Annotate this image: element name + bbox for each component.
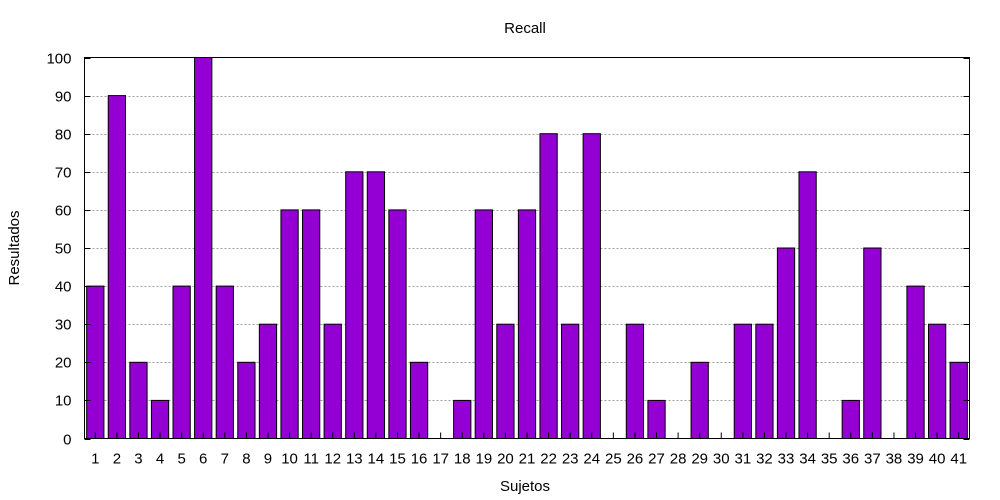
x-tick-label: 23: [562, 451, 579, 468]
bar-40: [927, 323, 947, 440]
bar-34: [798, 171, 817, 440]
bar-33: [776, 247, 796, 439]
x-tick-label: 10: [281, 451, 298, 468]
x-tick-label: 9: [264, 451, 272, 468]
grid-lines: [84, 96, 970, 401]
bar-5: [172, 285, 191, 439]
x-tick-label: 2: [113, 451, 121, 468]
bars: [86, 57, 968, 440]
y-tick-label: 70: [55, 165, 72, 182]
bar-21: [517, 209, 537, 439]
x-tick-label: 8: [242, 451, 250, 468]
y-tick-label: 60: [55, 203, 72, 220]
y-axis-ticks: 0 10 20 30 40 50 60 70 80 90 100: [46, 51, 970, 449]
bar-2: [107, 95, 127, 439]
x-tick-label: 25: [605, 451, 622, 468]
bar-22: [539, 133, 558, 439]
bar-12: [323, 323, 342, 440]
bar-37: [863, 247, 882, 439]
bar-19: [474, 209, 493, 439]
bar-23: [561, 323, 580, 440]
x-tick-label: 15: [389, 451, 406, 468]
x-tick-label: 39: [907, 451, 924, 468]
x-tick-label: 22: [540, 451, 557, 468]
x-tick-label: 36: [842, 451, 859, 468]
y-tick-label: 30: [55, 317, 72, 334]
x-tick-label: 33: [778, 451, 795, 468]
bar-24: [582, 133, 601, 439]
bar-16: [409, 361, 429, 439]
x-tick-label: 19: [475, 451, 492, 468]
bar-20: [496, 323, 515, 440]
bar-31: [733, 323, 752, 440]
bar-32: [755, 323, 774, 440]
x-tick-label: 21: [519, 451, 536, 468]
x-tick-label: 17: [432, 451, 449, 468]
bar-10: [280, 209, 299, 439]
chart-title: Recall: [504, 20, 546, 37]
y-tick-label: 40: [55, 279, 72, 296]
x-tick-label: 4: [156, 451, 164, 468]
bar-13: [345, 171, 364, 440]
x-tick-label: 24: [583, 451, 600, 468]
x-tick-label: 5: [177, 451, 185, 468]
y-tick-label: 50: [55, 241, 72, 258]
x-tick-label: 41: [950, 451, 967, 468]
x-tick-label: 11: [303, 451, 319, 468]
x-axis-ticks: 1 2 3 4 5 6 7 8 9 10 11 12 13 14 15 16 17 18 19 20 21 22 23 24 2…: [91, 432, 967, 468]
x-tick-label: 27: [648, 451, 665, 468]
x-tick-label: 7: [221, 451, 229, 468]
x-tick-label: 29: [691, 451, 708, 468]
x-tick-label: 13: [346, 451, 363, 468]
y-tick-label: 10: [55, 393, 72, 410]
bar-14: [366, 171, 386, 440]
bar-29: [690, 361, 709, 439]
y-axis-title: Resultados: [6, 210, 23, 285]
x-axis-title: Sujetos: [500, 478, 550, 495]
bar-9: [258, 323, 278, 440]
bar-26: [625, 323, 645, 440]
y-tick-label: 0: [63, 432, 71, 449]
x-tick-label: 14: [368, 451, 385, 468]
x-tick-label: 32: [756, 451, 773, 468]
bar-11: [302, 209, 321, 439]
x-tick-label: 40: [929, 451, 946, 468]
y-tick-label: 20: [55, 355, 72, 372]
x-tick-label: 35: [821, 451, 838, 468]
x-tick-label: 26: [627, 451, 644, 468]
bar-15: [388, 209, 407, 439]
bar-3: [129, 361, 148, 439]
x-tick-label: 12: [324, 451, 341, 468]
x-tick-label: 38: [886, 451, 903, 468]
y-tick-label: 100: [46, 51, 71, 68]
x-tick-label: 20: [497, 451, 514, 468]
bar-39: [906, 285, 925, 439]
x-tick-label: 16: [411, 451, 428, 468]
x-tick-label: 30: [713, 451, 730, 468]
x-tick-label: 34: [799, 451, 816, 468]
x-tick-label: 1: [91, 451, 99, 468]
x-tick-label: 6: [199, 451, 207, 468]
x-tick-label: 31: [735, 451, 752, 468]
x-tick-label: 37: [864, 451, 881, 468]
bar-8: [237, 361, 256, 439]
y-tick-label: 80: [55, 127, 72, 144]
x-tick-label: 28: [670, 451, 687, 468]
bar-6: [194, 57, 213, 439]
bar-7: [215, 285, 234, 439]
x-tick-label: 3: [134, 451, 142, 468]
x-tick-label: 18: [454, 451, 471, 468]
y-tick-label: 90: [55, 89, 72, 106]
